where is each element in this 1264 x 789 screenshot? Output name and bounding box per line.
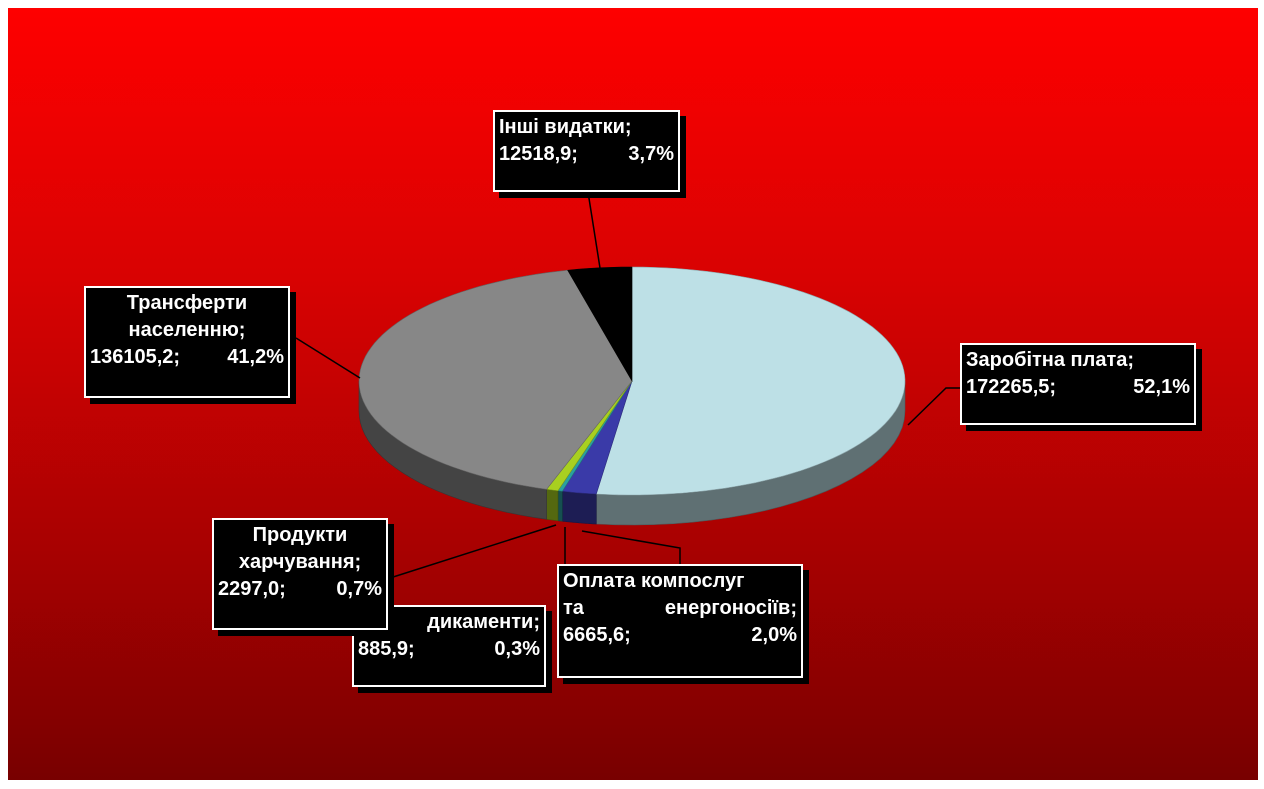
data-label-komposlugy-percent: 2,0% — [751, 624, 797, 646]
data-label-inshi-percent: 3,7% — [628, 143, 674, 165]
data-label-zarplata-value: 172265,5; — [966, 376, 1057, 398]
pie-slice-трансферти-населенню — [358, 269, 633, 490]
data-label-komposlugy-value: 6665,6; — [563, 624, 631, 646]
data-label-zarplata: Заробітна плата; 172265,5; 52,1% — [960, 343, 1196, 425]
data-label-komposlugy: Оплата компослуг та енергоносіїв; 6665,6;… — [557, 564, 803, 678]
pie-slice-заробітна-плата — [595, 266, 906, 496]
data-label-transfer-name-2: населенню; — [128, 319, 246, 341]
leader-line-komposlugy — [581, 530, 681, 565]
leader-line-transfer — [295, 337, 361, 379]
leader-lines — [295, 191, 962, 579]
data-label-komposlugy-name-2b: енергоносіїв; — [664, 597, 797, 619]
data-label-komposlugy-name-1: Оплата компослуг — [563, 570, 745, 592]
data-label-medykamenty-percent: 0,3% — [494, 638, 540, 660]
data-label-transfer-percent: 41,2% — [227, 346, 284, 368]
leader-line-zarplata — [907, 387, 962, 426]
data-label-transfer-value: 136105,2; — [90, 346, 181, 368]
pie-slice-оплата-компослуг-та-енергоносіїв — [561, 380, 633, 495]
pie-slice-side-медикаменти — [557, 490, 563, 522]
pie-tops — [358, 266, 906, 496]
data-label-produkty-name-1: Продукти — [252, 524, 348, 546]
data-label-produkty-percent: 0,7% — [336, 578, 382, 600]
data-label-inshi: Інші видатки; 12518,9; 3,7% — [493, 110, 680, 192]
pie-slice-side-оплата-компослуг-та-енергоносіїв — [562, 490, 597, 525]
data-label-medykamenty-name: дикаменти; — [427, 611, 540, 633]
data-label-produkty-value: 2297,0; — [218, 578, 286, 600]
data-label-transfer: Трансферти населенню; 136105,2; 41,2% — [84, 286, 290, 398]
leader-line-produkty — [389, 524, 557, 579]
data-label-produkty: Продукти харчування; 2297,0; 0,7% — [212, 518, 388, 630]
data-label-produkty-name-2: харчування; — [238, 551, 362, 573]
data-label-zarplata-percent: 52,1% — [1133, 376, 1190, 398]
pie-slice-side-продукти-харчування — [546, 489, 559, 521]
data-label-medykamenty-value: 885,9; — [358, 638, 415, 660]
data-label-komposlugy-name-2a: та — [563, 597, 584, 619]
data-label-zarplata-name: Заробітна плата; — [966, 349, 1135, 371]
data-label-transfer-name-1: Трансферти — [126, 292, 248, 314]
leader-line-inshi — [587, 191, 601, 269]
data-label-inshi-name: Інші видатки; — [499, 116, 632, 138]
data-label-inshi-value: 12518,9; — [499, 143, 578, 165]
